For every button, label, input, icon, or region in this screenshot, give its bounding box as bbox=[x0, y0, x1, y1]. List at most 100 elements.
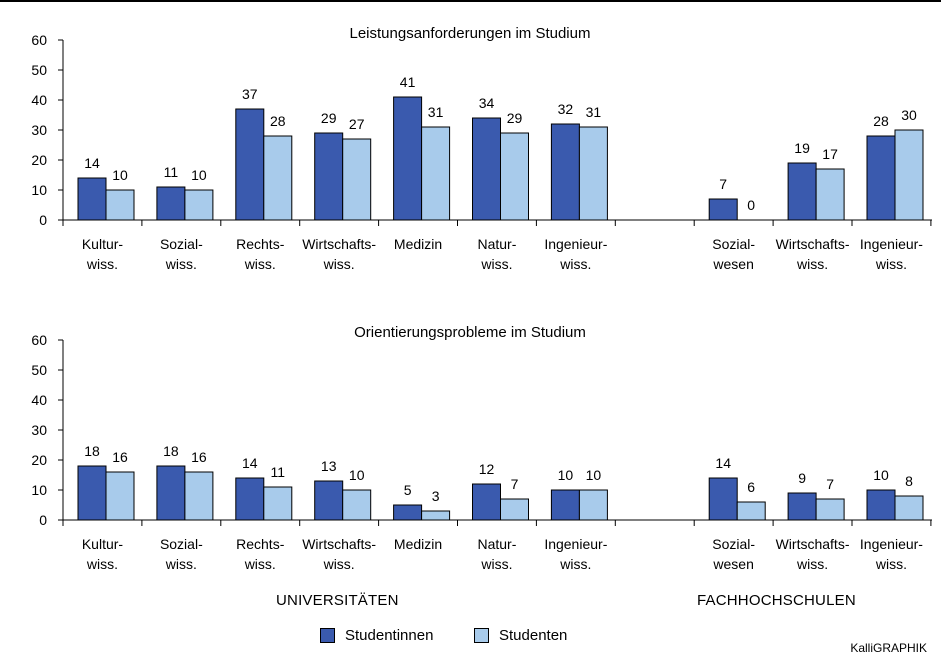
category-label: Medizin bbox=[394, 536, 442, 552]
data-label: 31 bbox=[586, 104, 602, 120]
bar-studentinnen bbox=[77, 465, 107, 521]
data-label: 9 bbox=[798, 470, 806, 486]
data-label: 8 bbox=[905, 473, 913, 489]
category-label: wiss. bbox=[86, 556, 118, 572]
data-label: 10 bbox=[112, 167, 128, 183]
legend-swatch-studentinnen bbox=[320, 628, 335, 643]
bar-studentinnen bbox=[393, 96, 423, 221]
data-label: 7 bbox=[826, 476, 834, 492]
data-label: 11 bbox=[164, 164, 179, 180]
bar-studenten bbox=[263, 486, 293, 521]
y-tick-label: 20 bbox=[31, 452, 47, 468]
legend-label-studentinnen: Studentinnen bbox=[345, 627, 434, 644]
bar-studentinnen bbox=[708, 477, 738, 521]
bar-studentinnen bbox=[708, 198, 738, 221]
bar-studentinnen bbox=[235, 108, 265, 221]
y-tick-label: 10 bbox=[31, 482, 47, 498]
category-label: Sozial- bbox=[160, 536, 203, 552]
data-label: 10 bbox=[586, 467, 602, 483]
category-label: Sozial- bbox=[712, 236, 755, 252]
category-label: Rechts- bbox=[236, 236, 285, 252]
category-label: Kultur- bbox=[82, 536, 124, 552]
bar-studentinnen bbox=[550, 123, 580, 221]
category-label: wiss. bbox=[480, 256, 512, 272]
top-rule bbox=[0, 0, 941, 2]
data-label: 10 bbox=[873, 467, 889, 483]
data-label: 14 bbox=[242, 455, 258, 471]
bar-studenten bbox=[184, 189, 214, 221]
bar-studenten bbox=[105, 471, 135, 521]
data-label: 0 bbox=[747, 197, 755, 213]
credit-label: KalliGRAPHIK bbox=[850, 641, 927, 655]
legend-item-studenten: Studenten bbox=[474, 627, 567, 644]
legend-swatch-studenten bbox=[474, 628, 489, 643]
y-tick-label: 60 bbox=[31, 332, 47, 348]
group-label-universities: UNIVERSITÄTEN bbox=[276, 592, 399, 609]
data-label: 18 bbox=[84, 443, 100, 459]
y-tick-label: 60 bbox=[31, 32, 47, 48]
bar-studenten bbox=[578, 489, 608, 521]
data-label: 10 bbox=[349, 467, 365, 483]
data-label: 7 bbox=[719, 176, 727, 192]
legend-item-studentinnen: Studentinnen bbox=[320, 627, 433, 644]
category-label: Ingenieur- bbox=[544, 236, 607, 252]
bar-studenten bbox=[815, 168, 845, 221]
y-tick-label: 40 bbox=[31, 92, 47, 108]
bar-studenten bbox=[421, 510, 451, 521]
bar-studentinnen bbox=[156, 465, 186, 521]
bar-studenten bbox=[342, 138, 372, 221]
category-label: wiss. bbox=[323, 556, 355, 572]
y-tick-label: 10 bbox=[31, 182, 47, 198]
chart-plot-0: 0 10 20 30 40 50 60 Kultur-wiss. Sozial-wiss. Rec… bbox=[31, 32, 932, 272]
bar-studentinnen bbox=[314, 480, 344, 521]
data-label: 5 bbox=[404, 482, 412, 498]
data-label: 6 bbox=[747, 479, 755, 495]
category-label: Sozial- bbox=[712, 536, 755, 552]
data-label: 7 bbox=[511, 476, 519, 492]
category-label: Rechts- bbox=[236, 536, 285, 552]
chart-title-performance: Leistungsanforderungen im Studium bbox=[350, 25, 591, 42]
y-tick-label: 0 bbox=[39, 212, 47, 228]
y-tick-label: 30 bbox=[31, 422, 47, 438]
bar-studentinnen bbox=[787, 162, 817, 221]
bar-studentinnen bbox=[235, 477, 265, 521]
data-label: 28 bbox=[873, 113, 889, 129]
legend-label-studenten: Studenten bbox=[499, 627, 568, 644]
bar-studenten bbox=[421, 126, 451, 221]
category-label: wiss. bbox=[244, 556, 276, 572]
data-label: 41 bbox=[400, 74, 416, 90]
category-label: wiss. bbox=[480, 556, 512, 572]
group-label-fachhochschulen: FACHHOCHSCHULEN bbox=[697, 592, 856, 609]
bar-studenten bbox=[105, 189, 135, 221]
category-label: Natur- bbox=[477, 536, 516, 552]
chart-plot-1: 0 10 20 30 40 50 60 Kultur-wiss. Sozial-wiss. Rec… bbox=[31, 332, 932, 572]
bar-studenten bbox=[263, 135, 293, 221]
data-label: 14 bbox=[84, 155, 100, 171]
data-label: 12 bbox=[479, 461, 495, 477]
category-label: wiss. bbox=[796, 556, 828, 572]
category-label: Medizin bbox=[394, 236, 442, 252]
y-tick-label: 50 bbox=[31, 62, 47, 78]
y-tick-label: 20 bbox=[31, 152, 47, 168]
category-label: wiss. bbox=[559, 256, 591, 272]
bar-studentinnen bbox=[156, 186, 186, 221]
data-label: 18 bbox=[163, 443, 179, 459]
data-label: 27 bbox=[349, 116, 365, 132]
category-label: wiss. bbox=[323, 256, 355, 272]
bar-studenten bbox=[894, 129, 924, 221]
bar-studentinnen bbox=[472, 483, 501, 521]
category-label: wesen bbox=[712, 556, 753, 572]
bar-studentinnen bbox=[77, 177, 107, 221]
bar-studentinnen bbox=[550, 489, 580, 521]
bar-studentinnen bbox=[314, 132, 344, 221]
data-label: 14 bbox=[715, 455, 731, 471]
category-label: Wirtschafts- bbox=[302, 236, 376, 252]
category-label: Natur- bbox=[477, 236, 516, 252]
bar-studenten bbox=[500, 132, 529, 221]
data-label: 30 bbox=[901, 107, 917, 123]
data-label: 32 bbox=[558, 101, 574, 117]
category-label: wiss. bbox=[796, 256, 828, 272]
category-label: wiss. bbox=[165, 256, 197, 272]
bar-studenten bbox=[815, 498, 845, 521]
